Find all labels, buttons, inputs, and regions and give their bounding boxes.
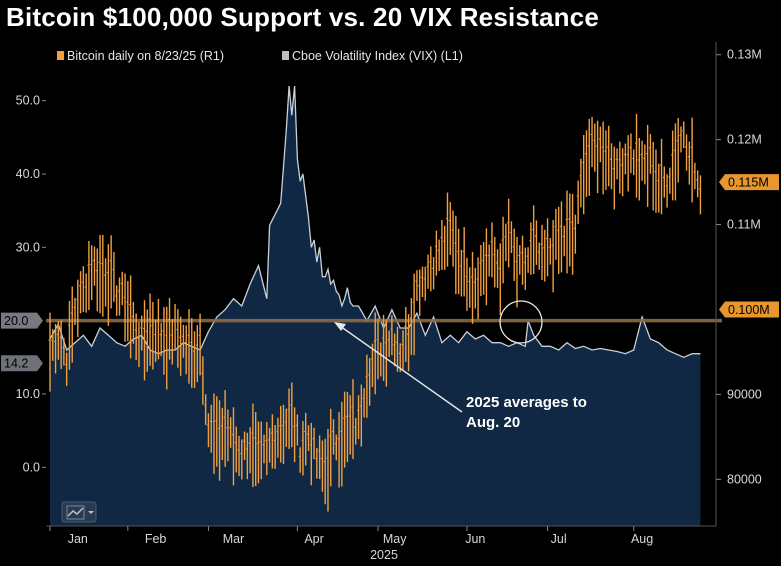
- legend-entry[interactable]: Bitcoin daily on 8/23/25 (R1): [67, 49, 224, 63]
- last-value-tags: 20.0 14.2 0.100M 0.115M: [1, 174, 779, 372]
- vix-area-fill: [50, 86, 701, 526]
- vix-last-tag-bg: [1, 355, 43, 372]
- left-tick-label: 10.0: [16, 387, 40, 401]
- x-year-label: 2025: [370, 548, 398, 562]
- right-axis-btc: 80000 90000 0.11M 0.12M 0.13M: [715, 42, 762, 526]
- x-axis-months: Jan Feb Mar Apr May Jun Jul Aug 2025: [46, 525, 716, 562]
- x-tick-label: Jan: [68, 532, 88, 546]
- annotation-text: 2025 averages to: [466, 394, 587, 411]
- legend-entry[interactable]: Cboe Volatility Index (VIX) (L1): [292, 49, 463, 63]
- chart-type-button[interactable]: [61, 501, 97, 523]
- arrow-head-icon: [334, 322, 346, 331]
- btc-last-tag: 0.115M: [728, 176, 769, 190]
- btc-last-tag-bg: [719, 174, 779, 191]
- right-tick-label: 0.12M: [727, 133, 762, 147]
- right-tick-label: 0.13M: [727, 48, 762, 62]
- annotation-arrow: [339, 325, 463, 413]
- left-tick-label: 50.0: [16, 94, 40, 108]
- chart-title: Bitcoin $100,000 Support vs. 20 VIX Resi…: [6, 2, 600, 32]
- left-tick-label: 30.0: [16, 240, 40, 254]
- x-tick-label: Feb: [145, 532, 167, 546]
- legend-swatch: [282, 51, 289, 60]
- x-tick-label: Mar: [223, 532, 245, 546]
- right-tick-label: 0.11M: [727, 218, 761, 232]
- vix-last-tag: 14.2: [4, 357, 28, 371]
- x-tick-label: Apr: [304, 532, 323, 546]
- left-axis-vix: 0.0 10.0 30.0 40.0 50.0: [16, 94, 46, 474]
- btc-price-series: [48, 113, 702, 512]
- x-tick-label: May: [383, 532, 407, 546]
- chevron-down-icon: [88, 511, 94, 514]
- annotation-circle: [499, 300, 543, 344]
- left-tick-label: 40.0: [16, 167, 40, 181]
- vix-average-tag-bg: [1, 312, 43, 329]
- chart-legend: Bitcoin daily on 8/23/25 (R1) Cboe Volati…: [50, 45, 520, 67]
- annotation-group: 2025 averages to Aug. 20: [334, 300, 587, 431]
- vix-average-tag: 20.0: [4, 314, 28, 328]
- left-tick-label: 0.0: [23, 460, 40, 474]
- legend-swatch: [57, 51, 64, 60]
- annotation-text: Aug. 20: [466, 414, 520, 431]
- right-tick-label: 90000: [727, 387, 762, 401]
- right-tick-label: 80000: [727, 472, 762, 486]
- x-tick-label: Jun: [465, 532, 485, 546]
- btc-average-tag-bg: [719, 301, 779, 318]
- btc-average-tag: 0.100M: [728, 303, 770, 317]
- x-tick-label: Aug: [631, 532, 653, 546]
- x-tick-label: Jul: [551, 532, 567, 546]
